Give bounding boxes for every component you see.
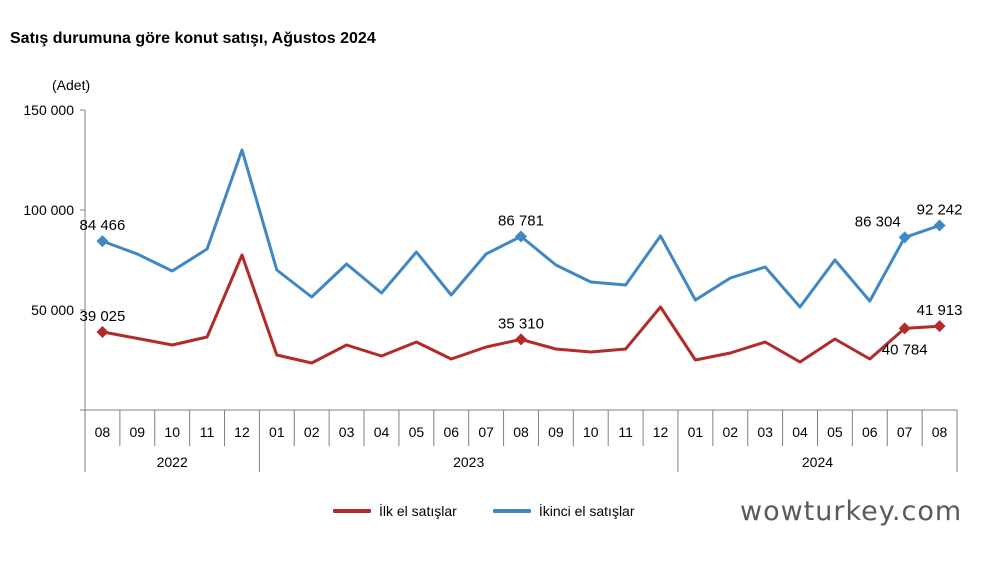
y-tick-label: 100 000 bbox=[23, 202, 74, 218]
year-label: 2024 bbox=[802, 454, 833, 470]
data-point-marker bbox=[515, 333, 527, 346]
data-label: 41 913 bbox=[917, 302, 963, 319]
axes bbox=[80, 109, 958, 472]
x-tick-label: 12 bbox=[653, 424, 669, 440]
x-tick-label: 01 bbox=[688, 424, 704, 440]
x-tick-label: 06 bbox=[862, 424, 878, 440]
x-tick-label: 08 bbox=[95, 424, 111, 440]
x-tick-label: 08 bbox=[513, 424, 529, 440]
x-tick-label: 11 bbox=[200, 424, 215, 440]
x-tick-label: 10 bbox=[583, 424, 599, 440]
legend-swatch-ilk-el bbox=[333, 509, 371, 513]
x-tick-label: 04 bbox=[792, 424, 808, 440]
data-label: 39 025 bbox=[79, 308, 125, 325]
y-tick-label: 150 000 bbox=[23, 102, 74, 118]
chart-title: Satış durumuna göre konut satışı, Ağusto… bbox=[10, 30, 376, 47]
data-label: 86 304 bbox=[855, 213, 901, 230]
year-label: 2022 bbox=[157, 454, 188, 470]
y-tick-labels: 50 000 100 000 150 000 bbox=[23, 102, 74, 318]
data-point-marker bbox=[898, 322, 911, 335]
x-tick-labels: 08 09 10 11 12 01 02 03 04 05 06 07 08 09 10 11 12 01 02 03… bbox=[95, 424, 948, 470]
data-label: 35 310 bbox=[498, 315, 544, 332]
x-tick-label: 12 bbox=[234, 424, 250, 440]
x-tick-label: 01 bbox=[269, 424, 285, 440]
x-tick-label: 09 bbox=[130, 424, 146, 440]
data-point-marker bbox=[96, 325, 109, 338]
data-point-marker bbox=[96, 235, 109, 248]
x-tick-label: 02 bbox=[722, 424, 738, 440]
x-tick-label: 04 bbox=[374, 424, 390, 440]
data-point-marker bbox=[933, 320, 946, 333]
x-tick-label: 08 bbox=[932, 424, 948, 440]
x-tick-label: 02 bbox=[304, 424, 320, 440]
data-point-marker bbox=[898, 231, 911, 244]
x-tick-label: 09 bbox=[548, 424, 564, 440]
x-tick-label: 11 bbox=[618, 424, 633, 440]
data-point-marker bbox=[515, 230, 527, 243]
x-tick-label: 06 bbox=[443, 424, 459, 440]
x-tick-label: 05 bbox=[827, 424, 843, 440]
legend: İlk el satışlar İkinci el satışlar bbox=[333, 503, 671, 519]
x-tick-label: 07 bbox=[478, 424, 494, 440]
legend-item-ilk-el[interactable]: İlk el satışlar bbox=[333, 503, 457, 519]
data-label: 40 784 bbox=[882, 341, 928, 358]
legend-swatch-ikinci-el bbox=[492, 509, 531, 513]
data-point-marker bbox=[933, 219, 946, 232]
x-tick-label: 03 bbox=[339, 424, 355, 440]
y-tick-label: 50 000 bbox=[31, 302, 74, 318]
legend-label-ikinci-el: İkinci el satışlar bbox=[538, 503, 635, 519]
data-label: 86 781 bbox=[498, 212, 544, 229]
y-axis-unit-label: (Adet) bbox=[52, 77, 90, 93]
watermark: wowturkey.com bbox=[740, 496, 963, 527]
x-tick-label: 10 bbox=[164, 424, 180, 440]
year-label: 2023 bbox=[453, 454, 484, 470]
series-line-0 bbox=[100, 253, 942, 365]
x-tick-label: 05 bbox=[409, 424, 425, 440]
legend-label-ilk-el: İlk el satışlar bbox=[379, 503, 457, 519]
data-label: 92 242 bbox=[917, 202, 963, 219]
series-markers bbox=[96, 219, 946, 346]
data-labels: 39 025 35 310 40 784 41 913 84 466 86 781 86 3… bbox=[79, 202, 962, 359]
data-label: 84 466 bbox=[79, 217, 125, 234]
x-tick-label: 03 bbox=[757, 424, 773, 440]
x-tick-label: 07 bbox=[897, 424, 913, 440]
legend-item-ikinci-el[interactable]: İkinci el satışlar bbox=[492, 503, 635, 519]
